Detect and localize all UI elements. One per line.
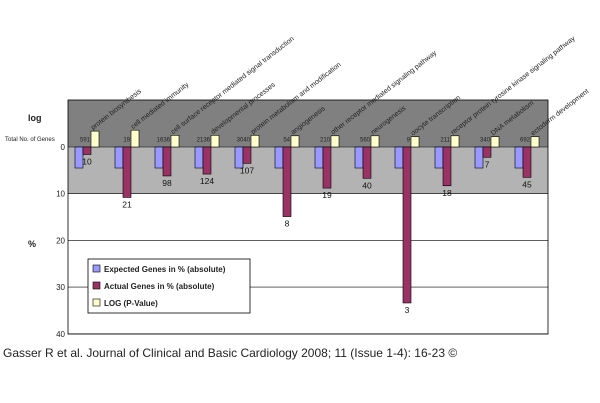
- y-tick-label: 20: [56, 236, 65, 245]
- bar-log: [450, 135, 460, 148]
- plot-upper-band: [68, 147, 548, 194]
- bar-actual: [442, 146, 452, 187]
- legend-label-actual: Actual Genes in % (absolute): [104, 282, 215, 291]
- legend-label-expected: Expected Genes in % (absolute): [104, 265, 226, 274]
- total-count-label: 560: [360, 137, 371, 143]
- bar-actual: [202, 146, 212, 175]
- bar-expected: [354, 146, 364, 169]
- bar-log: [330, 135, 340, 148]
- total-count-label: 1636: [157, 137, 171, 143]
- legend-swatch-actual: [92, 281, 101, 290]
- bar-log: [250, 135, 260, 148]
- bar-actual: [282, 146, 292, 217]
- bar-actual: [242, 146, 252, 164]
- total-count-label: 54: [283, 137, 290, 143]
- legend-swatch-expected: [92, 264, 101, 273]
- bar-expected: [394, 146, 404, 169]
- bar-expected: [154, 146, 164, 169]
- bar-log: [290, 135, 300, 148]
- bar-actual: [122, 146, 132, 198]
- actual-count-label: 107: [240, 165, 254, 175]
- total-count-label: 211: [440, 137, 450, 143]
- legend-swatch-log: [92, 298, 101, 307]
- bars: [74, 129, 540, 304]
- actual-count-label: 18: [442, 188, 452, 198]
- actual-count-label: 124: [200, 176, 214, 186]
- bar-expected: [514, 146, 524, 169]
- log-label: log: [28, 113, 42, 123]
- actual-count-label: 3: [405, 305, 410, 315]
- bar-log: [210, 135, 220, 148]
- total-count-label: 210: [320, 137, 331, 143]
- actual-count-label: 7: [485, 159, 490, 169]
- total-count-label: 2136: [197, 137, 211, 143]
- actual-count-label: 19: [322, 190, 332, 200]
- actual-count-label: 21: [122, 199, 132, 209]
- actual-count-label: 10: [82, 156, 92, 166]
- bar-actual: [162, 146, 172, 177]
- y-axis-label: %: [28, 239, 36, 249]
- bar-actual: [482, 146, 492, 158]
- y-tick-label: 10: [56, 190, 65, 199]
- actual-count-label: 98: [162, 178, 172, 188]
- total-genes-label: Total No. of Genes: [5, 137, 55, 143]
- total-count-label: 692: [520, 137, 531, 143]
- actual-count-label: 8: [285, 219, 290, 229]
- bar-expected: [274, 146, 284, 169]
- bar-log: [530, 136, 540, 148]
- legend-box: [87, 258, 251, 314]
- bar-expected: [434, 146, 444, 169]
- plot-header-band: [68, 100, 548, 147]
- bar-log: [410, 136, 420, 148]
- total-count-label: 340: [480, 137, 491, 143]
- bar-actual: [522, 146, 532, 178]
- bar-actual: [402, 146, 412, 304]
- total-count-label: 3040: [237, 137, 251, 143]
- y-tick-label: 30: [56, 283, 65, 292]
- y-tick-label: 0: [61, 143, 66, 152]
- bar-log: [170, 135, 180, 148]
- bar-expected: [474, 146, 484, 169]
- bar-actual: [362, 146, 372, 179]
- legend: Expected Genes in % (absolute) Actual Ge…: [87, 258, 251, 314]
- bar-expected: [114, 146, 124, 169]
- citation: Gasser R et al. Journal of Clinical and …: [3, 346, 458, 360]
- total-count-label: 591: [80, 137, 91, 143]
- bar-expected: [314, 146, 324, 169]
- bar-expected: [194, 146, 204, 169]
- bar-actual: [322, 146, 332, 189]
- actual-count-label: 40: [362, 180, 372, 190]
- total-count-label: 19: [123, 137, 130, 143]
- bar-log: [90, 130, 100, 148]
- bar-log: [130, 129, 140, 148]
- bar-log: [370, 135, 380, 148]
- legend-label-log: LOG (P-Value): [104, 299, 158, 308]
- actual-count-label: 45: [522, 179, 532, 189]
- bar-log: [490, 136, 500, 148]
- bar-actual: [82, 146, 92, 155]
- total-count-label: 9: [407, 137, 411, 143]
- bar-expected: [74, 146, 84, 169]
- y-tick-label: 40: [56, 330, 65, 339]
